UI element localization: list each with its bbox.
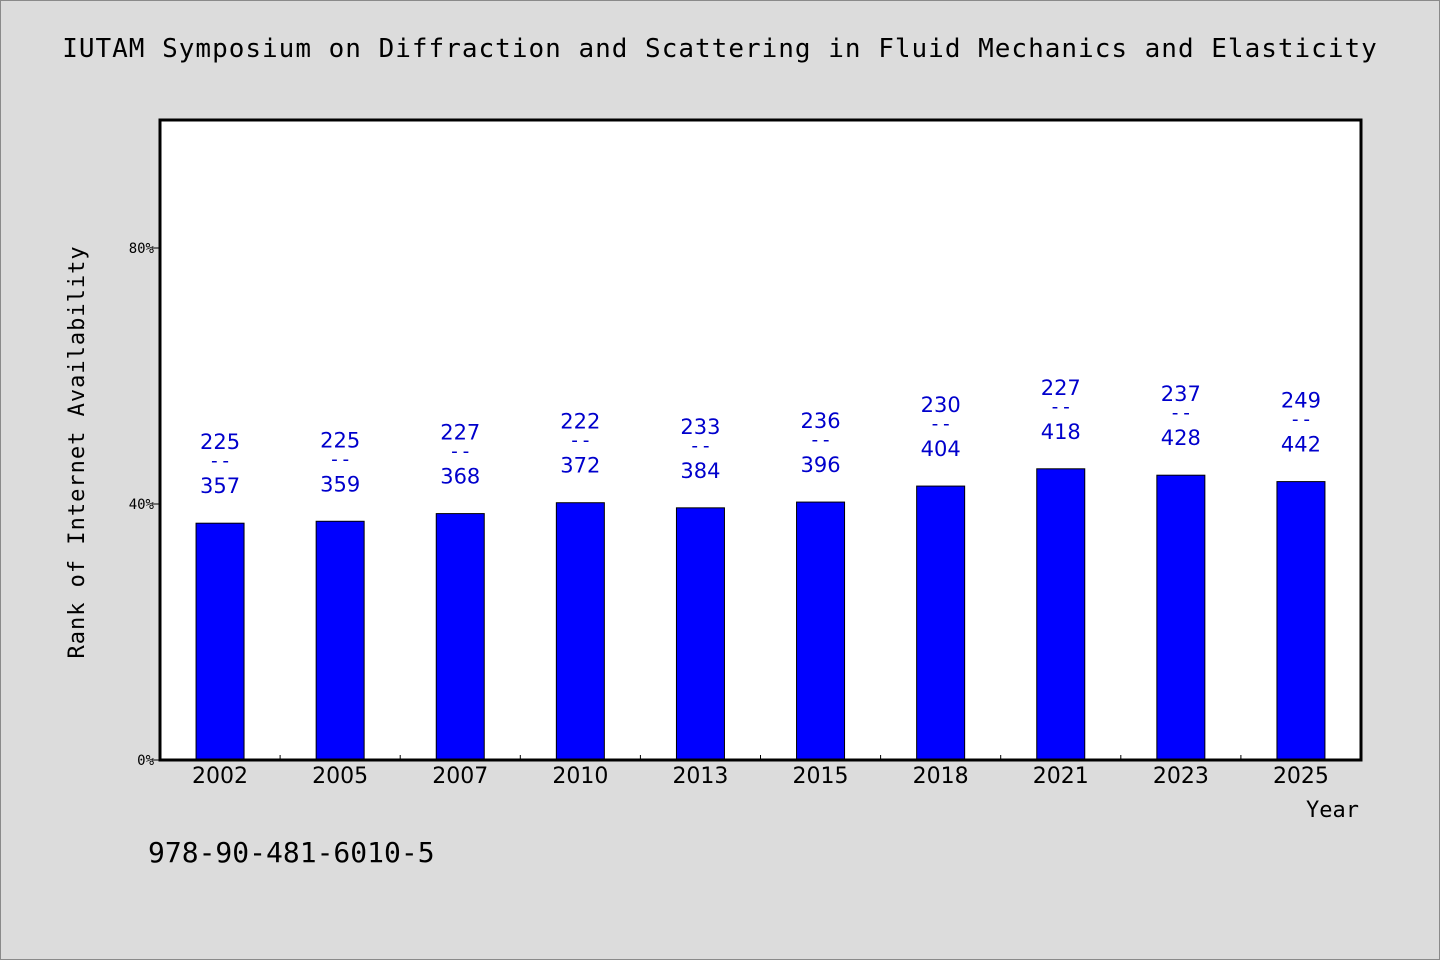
x-tick-label: 2023 bbox=[1153, 764, 1209, 789]
x-axis-title: Year bbox=[1306, 798, 1359, 823]
y-tick-label: 80% bbox=[129, 241, 155, 257]
isbn-label: 978-90-481-6010-5 bbox=[148, 836, 435, 869]
x-tick-label: 2002 bbox=[192, 764, 248, 789]
data-label-separator: -- bbox=[449, 441, 472, 463]
data-label-separator: -- bbox=[689, 435, 712, 457]
data-label-bottom: 442 bbox=[1281, 433, 1321, 457]
data-label-bottom: 418 bbox=[1041, 420, 1081, 444]
data-label-separator: -- bbox=[1169, 402, 1192, 424]
data-label-top: 225 bbox=[320, 428, 360, 452]
data-label-bottom: 368 bbox=[440, 465, 480, 489]
bar bbox=[916, 485, 966, 761]
x-tick-label: 2005 bbox=[312, 764, 368, 789]
data-label-top: 230 bbox=[921, 393, 961, 417]
x-tick-label: 2007 bbox=[432, 764, 488, 789]
bar bbox=[1276, 481, 1326, 761]
data-label-separator: -- bbox=[1049, 396, 1072, 418]
bar bbox=[796, 501, 846, 761]
data-label-separator: -- bbox=[569, 430, 592, 452]
x-tick-label: 2018 bbox=[913, 764, 969, 789]
y-axis-title: Rank of Internet Availability bbox=[65, 245, 90, 658]
bar bbox=[1036, 468, 1086, 761]
data-label-bottom: 359 bbox=[320, 472, 360, 496]
data-label-top: 236 bbox=[801, 409, 841, 433]
data-label-top: 225 bbox=[200, 430, 240, 454]
data-label-bottom: 384 bbox=[680, 459, 720, 483]
x-tick-label: 2021 bbox=[1033, 764, 1089, 789]
chart-title: IUTAM Symposium on Diffraction and Scatt… bbox=[62, 34, 1378, 64]
bar bbox=[555, 502, 605, 761]
bar bbox=[1156, 474, 1206, 761]
data-label-separator: -- bbox=[1290, 409, 1313, 431]
x-tick-label: 2010 bbox=[552, 764, 608, 789]
data-label-top: 249 bbox=[1281, 389, 1321, 413]
bar bbox=[315, 520, 365, 761]
bar bbox=[435, 513, 485, 761]
data-label-separator: -- bbox=[209, 450, 232, 472]
data-label-bottom: 396 bbox=[801, 453, 841, 477]
x-tick-label: 2013 bbox=[672, 764, 728, 789]
data-label-bottom: 428 bbox=[1161, 426, 1201, 450]
data-label-top: 233 bbox=[680, 415, 720, 439]
x-tick-label: 2025 bbox=[1273, 764, 1329, 789]
bar bbox=[675, 507, 725, 761]
data-label-top: 227 bbox=[1041, 376, 1081, 400]
y-tick-label: 0% bbox=[137, 753, 154, 769]
y-tick-label: 40% bbox=[129, 497, 155, 513]
plot-border bbox=[158, 118, 1363, 762]
data-label-top: 237 bbox=[1161, 382, 1201, 406]
bar bbox=[195, 522, 245, 761]
data-label-bottom: 404 bbox=[921, 437, 961, 461]
data-label-separator: -- bbox=[929, 413, 952, 435]
data-label-bottom: 372 bbox=[560, 454, 600, 478]
data-label-separator: -- bbox=[329, 448, 352, 470]
data-label-top: 222 bbox=[560, 410, 600, 434]
data-label-separator: -- bbox=[809, 429, 832, 451]
x-tick-label: 2015 bbox=[793, 764, 849, 789]
data-label-top: 227 bbox=[440, 421, 480, 445]
data-label-bottom: 357 bbox=[200, 474, 240, 498]
